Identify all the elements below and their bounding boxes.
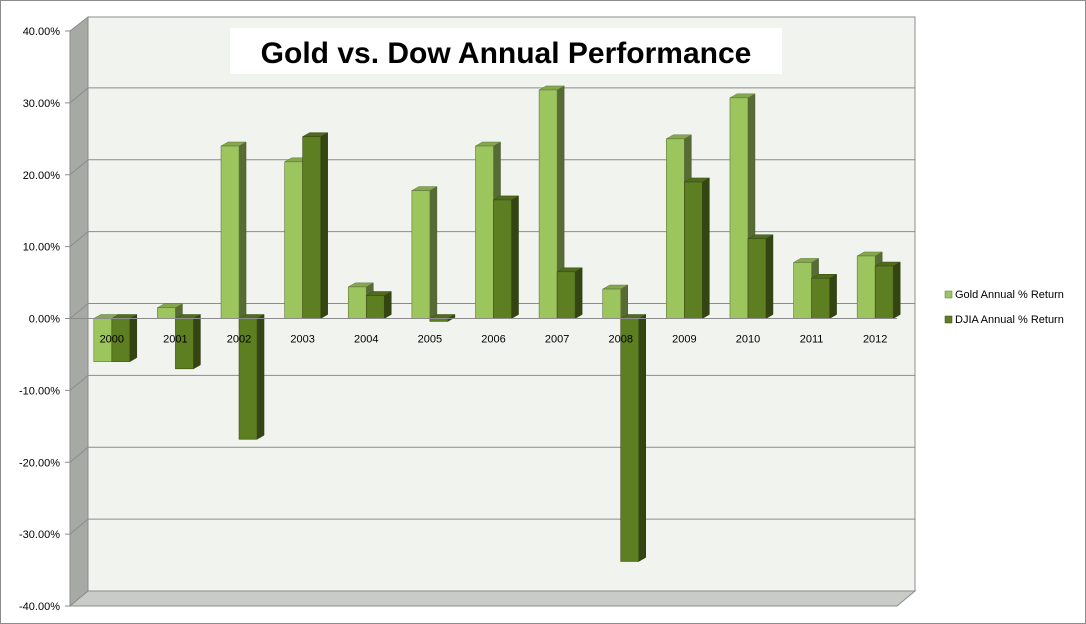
bar-front: [538, 89, 558, 319]
bar-front: [302, 136, 321, 319]
chart-title-group: Gold vs. Dow Annual Performance: [230, 28, 782, 74]
bar-side: [511, 195, 519, 319]
bar-front: [475, 145, 494, 319]
bar-front: [220, 145, 240, 319]
gridline: [69, 231, 915, 248]
bar: [492, 195, 520, 319]
bar: [601, 284, 629, 319]
gridline: [69, 159, 915, 176]
legend: Gold Annual % Return DJIA Annual % Return: [944, 289, 1064, 326]
y-tick-label: 0.00%: [29, 314, 60, 326]
y-tick-label: 10.00%: [23, 242, 61, 254]
bar: [619, 314, 647, 562]
legend-swatch: [944, 290, 953, 299]
bar: [747, 234, 774, 319]
legend-label: DJIA Annual % Return: [955, 314, 1064, 326]
x-tick-label: 2010: [736, 334, 760, 346]
bar: [538, 85, 566, 319]
bar: [683, 177, 711, 319]
x-tick-label: 2008: [608, 334, 632, 346]
x-axis-ticks: 2000 2001 2002 2003 2004 2005 2006 2007 2008 2009…: [100, 334, 888, 346]
bar-side: [892, 261, 901, 319]
bar-front: [684, 181, 703, 319]
bars: [92, 85, 902, 562]
bar-front: [666, 138, 685, 319]
bar-side: [829, 273, 837, 319]
y-tick-label: -20.00%: [19, 457, 60, 469]
x-tick-label: 2006: [481, 334, 505, 346]
x-tick-label: 2004: [354, 334, 378, 346]
chart-title-background: [230, 28, 782, 74]
bar: [156, 303, 184, 319]
bar-side: [574, 267, 583, 319]
bar-front: [284, 161, 303, 319]
bar: [174, 314, 202, 370]
y-tick-label: 40.00%: [23, 26, 61, 38]
bar-front: [729, 97, 749, 319]
x-tick-label: 2003: [290, 334, 314, 346]
bar-front: [602, 288, 622, 319]
bar: [110, 314, 138, 363]
bar-front: [365, 295, 385, 319]
y-tick-label: -10.00%: [19, 385, 60, 397]
y-tick-label: -30.00%: [19, 529, 60, 541]
bar-front: [811, 277, 830, 319]
y-axis-ticks: -40.00% -30.00% -20.00% -10.00% 0.00% 10.00% 2…: [19, 26, 897, 613]
x-tick-label: 2009: [672, 334, 696, 346]
legend-swatch: [944, 315, 953, 324]
bar-front: [874, 265, 894, 319]
bar: [410, 186, 438, 319]
bar-front: [856, 255, 876, 319]
y-tick-label: 20.00%: [23, 170, 61, 182]
bar-side: [638, 314, 646, 562]
bar: [220, 141, 247, 319]
x-tick-label: 2001: [163, 334, 187, 346]
y-tick-label: 30.00%: [23, 98, 61, 110]
bar-front: [157, 307, 176, 319]
bar-front: [411, 190, 431, 319]
gridline: [69, 87, 915, 104]
bar: [556, 267, 584, 319]
legend-label: Gold Annual % Return: [955, 289, 1064, 301]
bar-side: [702, 177, 710, 319]
x-tick-label: 2002: [227, 334, 251, 346]
bar: [428, 314, 456, 322]
bar-front: [620, 318, 640, 562]
bar: [301, 132, 329, 319]
bar-side: [429, 186, 438, 319]
x-tick-label: 2005: [418, 334, 442, 346]
x-tick-label: 2012: [863, 334, 887, 346]
bar-front: [493, 199, 512, 319]
gridline: [69, 303, 915, 319]
chart-title: Gold vs. Dow Annual Performance: [261, 37, 752, 70]
bar-side: [238, 141, 247, 319]
bar: [874, 261, 902, 319]
bar-side: [765, 234, 774, 319]
bar-side: [129, 314, 138, 363]
bar: [238, 314, 265, 440]
bar-front: [347, 286, 367, 319]
bar: [365, 291, 393, 319]
floor: [68, 590, 917, 607]
bar: [810, 273, 838, 319]
x-tick-label: 2011: [800, 334, 824, 346]
bar-side: [193, 314, 201, 370]
bar-front: [793, 262, 812, 319]
bar-side: [620, 284, 628, 319]
bar-front: [556, 271, 576, 319]
x-tick-label: 2000: [100, 334, 124, 346]
y-tick-label: -40.00%: [19, 601, 60, 613]
x-tick-label: 2007: [545, 334, 569, 346]
bar-side: [384, 291, 392, 319]
bar-side: [320, 132, 328, 319]
bar-front: [747, 238, 767, 319]
bar-side: [256, 314, 265, 440]
